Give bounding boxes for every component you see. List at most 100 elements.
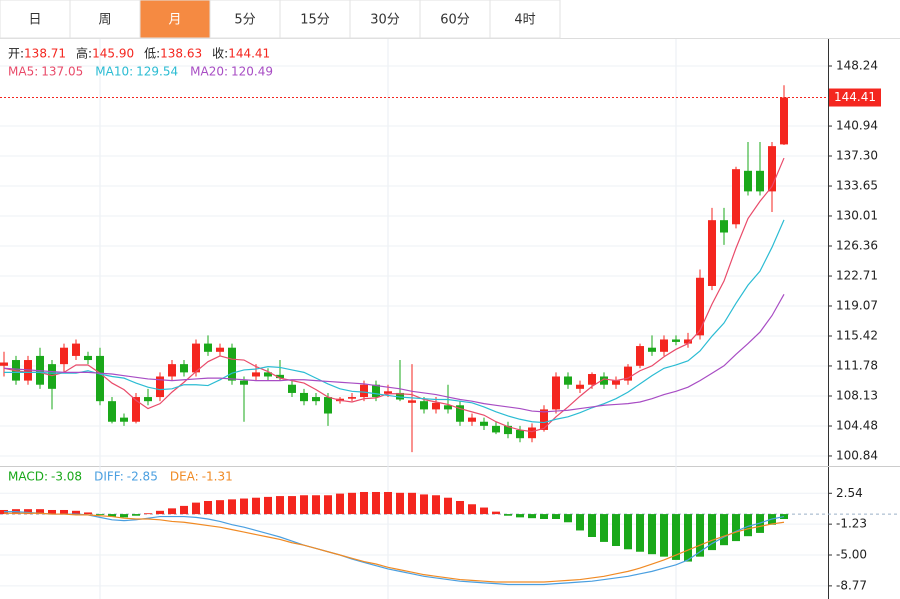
y-tick-label: 115.42: [836, 329, 878, 343]
macd-bar: [672, 514, 680, 560]
candle-body: [528, 427, 536, 439]
y-tick-label: 130.01: [836, 208, 878, 222]
macd-bar: [732, 514, 740, 542]
macd-bar: [348, 492, 356, 515]
candle-body: [660, 339, 668, 352]
candle-body: [348, 397, 356, 399]
macd-bar: [276, 496, 284, 515]
candle-body: [588, 374, 596, 385]
candle-body: [384, 391, 392, 394]
candle-body: [636, 346, 644, 366]
ma-line: [3, 294, 785, 413]
candle-body: [192, 343, 200, 373]
info-label: 低:: [144, 47, 160, 61]
tab[interactable]: 60分: [419, 0, 491, 39]
macd-bar: [720, 514, 728, 546]
candle-body: [0, 362, 8, 366]
macd-bar: [204, 500, 212, 515]
candle-body: [696, 277, 704, 336]
tab-bg: [349, 0, 421, 39]
tab[interactable]: 4时: [489, 0, 561, 39]
last-price-box: [829, 88, 881, 107]
candle-body: [96, 355, 104, 402]
macd-bar: [72, 510, 80, 515]
tab[interactable]: 5分: [209, 0, 281, 39]
candle-body: [312, 397, 320, 402]
candle-body: [180, 364, 188, 373]
macd-bar: [564, 514, 572, 523]
tab-bg: [279, 0, 351, 39]
candle-body: [432, 402, 440, 410]
candle-body: [276, 374, 284, 379]
legend-name: MACD:: [8, 470, 48, 484]
macd-line: [4, 511, 785, 586]
macd-bar: [444, 497, 452, 515]
macd-bar: [468, 504, 476, 515]
legend-name: DIFF:: [94, 470, 124, 484]
y-tick-label: 111.78: [836, 358, 878, 372]
tab-bg: [0, 0, 71, 39]
candle-body: [144, 397, 152, 402]
candle-body: [672, 339, 680, 342]
y-tick-label: 2.54: [836, 486, 863, 500]
macd-bar: [60, 509, 68, 515]
macd-bar: [624, 514, 632, 550]
info-value: 145.90: [92, 47, 134, 61]
macd-bar: [156, 510, 164, 515]
info-value: 144.41: [228, 47, 270, 61]
macd-bar: [144, 513, 152, 515]
candle-body: [300, 392, 308, 402]
candle-body: [756, 170, 764, 192]
macd-bar: [600, 514, 608, 542]
macd-bar: [492, 511, 500, 515]
candle-body: [60, 347, 68, 365]
last-price-label: 144.41: [834, 90, 876, 104]
macd-bar: [660, 514, 668, 557]
tab[interactable]: 周: [69, 0, 141, 39]
macd-bar: [384, 491, 392, 515]
macd-bar: [552, 514, 560, 519]
candle-body: [204, 343, 212, 352]
ma-line: [4, 219, 785, 424]
y-tick-label: -8.77: [836, 578, 867, 592]
macd-bar: [588, 514, 596, 538]
candle-body: [720, 220, 728, 233]
legend-value: 120.49: [231, 65, 273, 79]
candle-body: [420, 401, 428, 410]
macd-bar: [216, 500, 224, 515]
candle-body: [684, 339, 692, 344]
macd-bar: [432, 495, 440, 515]
legend-value: -2.85: [127, 470, 158, 484]
macd-bar: [324, 495, 332, 515]
legend-name: MA10:: [95, 65, 133, 79]
candle-body: [612, 380, 620, 385]
candle-body: [648, 347, 656, 352]
y-tick-label: 119.07: [836, 298, 878, 312]
tab[interactable]: 30分: [349, 0, 421, 39]
macd-bar: [636, 514, 644, 552]
tab[interactable]: 日: [0, 0, 71, 39]
candle-body: [504, 425, 512, 435]
macd-bar: [312, 495, 320, 515]
candle-body: [468, 417, 476, 422]
macd-bar: [336, 493, 344, 515]
info-label: 收:: [212, 47, 228, 61]
y-tick-label: 137.30: [836, 149, 878, 163]
legend-name: MA20:: [190, 65, 228, 79]
candle-body: [216, 347, 224, 352]
macd-bar: [300, 495, 308, 515]
candle-body: [252, 372, 260, 377]
macd-bar: [240, 498, 248, 515]
macd-bar: [516, 514, 524, 518]
legend-value: -3.08: [51, 470, 82, 484]
candle-body: [732, 169, 740, 225]
macd-bar: [24, 509, 32, 515]
tab[interactable]: 月: [139, 0, 211, 39]
candle-body: [408, 400, 416, 403]
candle-body: [264, 372, 272, 377]
candle-body: [324, 397, 332, 414]
macd-bar: [360, 491, 368, 515]
tab-label: 日: [28, 13, 41, 28]
tab[interactable]: 15分: [279, 0, 351, 39]
